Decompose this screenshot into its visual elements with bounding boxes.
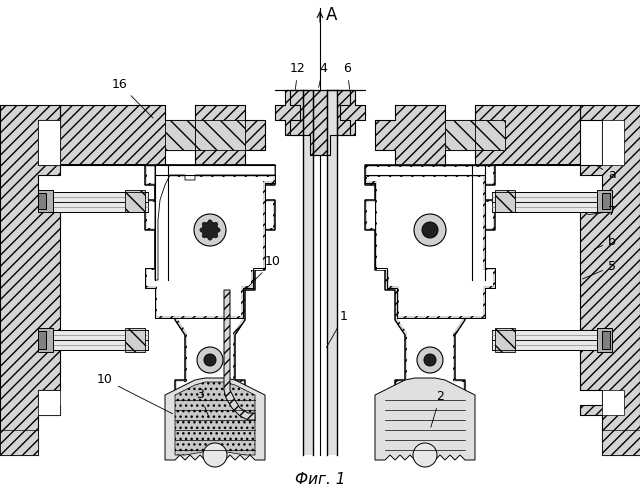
Bar	[125, 190, 145, 212]
Text: 10: 10	[247, 255, 281, 288]
Polygon shape	[224, 290, 255, 420]
Circle shape	[202, 222, 218, 238]
Text: 4: 4	[319, 62, 327, 87]
Text: 7: 7	[588, 205, 616, 218]
Bar	[492, 192, 602, 202]
Polygon shape	[165, 378, 265, 460]
Polygon shape	[60, 165, 275, 425]
Circle shape	[203, 443, 227, 467]
Polygon shape	[367, 167, 578, 418]
Bar	[38, 190, 53, 212]
Bar	[602, 120, 624, 165]
Bar	[492, 340, 602, 350]
Polygon shape	[175, 382, 255, 455]
Polygon shape	[0, 105, 60, 455]
Bar	[492, 330, 602, 340]
Text: 3: 3	[196, 388, 209, 418]
Circle shape	[207, 236, 212, 241]
Bar	[597, 328, 612, 352]
Polygon shape	[365, 165, 580, 425]
Polygon shape	[365, 175, 495, 318]
Circle shape	[413, 443, 437, 467]
Text: Фиг. 1: Фиг. 1	[295, 473, 345, 488]
Bar	[303, 90, 313, 455]
Circle shape	[202, 233, 207, 238]
Text: 2: 2	[431, 390, 444, 427]
Circle shape	[213, 222, 218, 227]
Bar	[495, 328, 515, 352]
Polygon shape	[375, 105, 580, 165]
Polygon shape	[60, 105, 265, 165]
Bar	[445, 120, 495, 150]
Polygon shape	[375, 378, 475, 460]
Polygon shape	[275, 90, 350, 155]
Bar	[492, 202, 602, 212]
Bar	[597, 190, 612, 212]
Text: a: a	[597, 166, 616, 181]
Text: 16: 16	[112, 78, 153, 118]
Circle shape	[417, 347, 443, 373]
Text: A: A	[326, 6, 338, 24]
Polygon shape	[62, 167, 273, 418]
Bar	[38, 390, 60, 415]
Bar	[38, 328, 53, 352]
Bar	[38, 120, 60, 165]
Text: 5: 5	[582, 260, 616, 279]
Bar	[327, 90, 337, 455]
Text: 10: 10	[97, 373, 173, 414]
Bar	[38, 202, 148, 212]
Text: b: b	[595, 235, 616, 249]
Circle shape	[197, 347, 223, 373]
Circle shape	[422, 222, 438, 238]
Bar	[602, 390, 624, 415]
Circle shape	[414, 214, 446, 246]
Circle shape	[204, 354, 216, 366]
Polygon shape	[580, 105, 640, 455]
Polygon shape	[145, 175, 275, 318]
Bar	[125, 328, 145, 352]
Text: 1: 1	[326, 310, 348, 348]
Text: 12: 12	[290, 62, 306, 89]
Polygon shape	[602, 430, 640, 455]
Polygon shape	[327, 90, 365, 135]
Polygon shape	[0, 430, 38, 455]
Circle shape	[216, 228, 221, 233]
Bar	[38, 330, 148, 340]
Circle shape	[207, 220, 212, 225]
Bar	[475, 120, 505, 150]
Bar	[38, 193, 46, 209]
Bar	[602, 193, 610, 209]
Text: 6: 6	[343, 62, 351, 89]
Polygon shape	[275, 90, 303, 135]
Polygon shape	[155, 165, 275, 280]
Bar	[38, 192, 148, 202]
Polygon shape	[367, 177, 493, 316]
Circle shape	[194, 214, 226, 246]
Circle shape	[202, 222, 207, 227]
Bar	[602, 331, 610, 349]
Polygon shape	[147, 177, 273, 316]
Circle shape	[424, 354, 436, 366]
Circle shape	[200, 228, 205, 233]
Bar	[38, 340, 148, 350]
Bar	[495, 190, 515, 212]
Bar	[165, 120, 195, 150]
Bar	[38, 331, 46, 349]
Polygon shape	[290, 90, 365, 155]
Circle shape	[213, 233, 218, 238]
Bar	[195, 120, 245, 150]
